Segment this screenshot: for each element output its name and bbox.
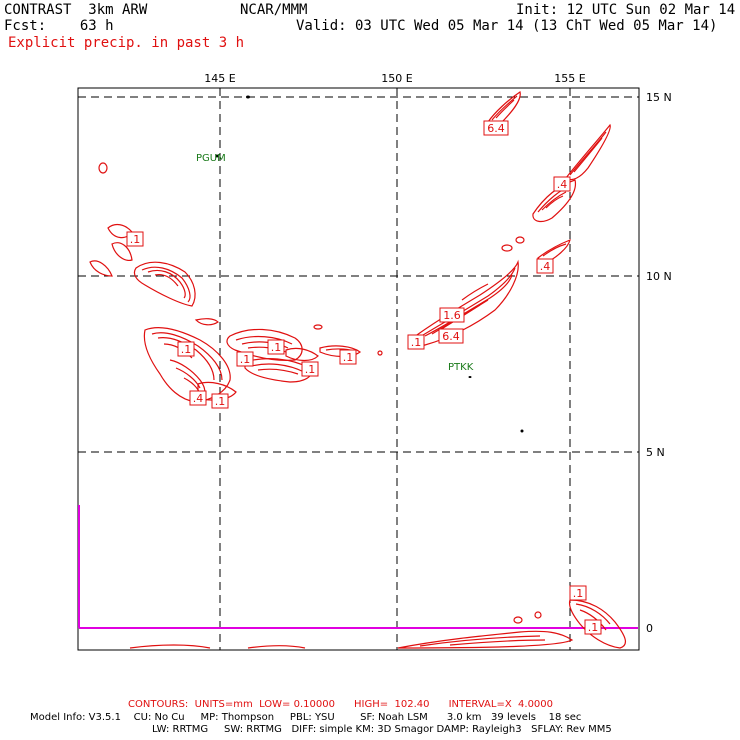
- contour-label-13: 6.4: [438, 328, 464, 344]
- contour-label-10: .4: [553, 176, 571, 192]
- contour-label-7: .4: [189, 390, 207, 406]
- lon-label-145: 145 E: [204, 72, 235, 85]
- svg-text:.1: .1: [240, 353, 251, 366]
- svg-text:.1: .1: [343, 351, 354, 364]
- contour-label-16: .1: [584, 619, 602, 635]
- contour-label-15: .1: [569, 585, 587, 601]
- svg-text:.1: .1: [588, 621, 599, 634]
- organization: NCAR/MMM: [240, 2, 308, 18]
- svg-text:.1: .1: [130, 233, 141, 246]
- svg-text:.4: .4: [540, 260, 551, 273]
- forecast-hour: Fcst: 63 h: [4, 18, 114, 34]
- contour-labels: .1 .1 .1 .1 .1 .1 .4 .1 6.4 .4 .4 1.6 6.…: [126, 120, 602, 635]
- lat-label-5: 5 N: [646, 446, 665, 459]
- model-title: CONTRAST 3km ARW: [4, 2, 148, 18]
- svg-text:6.4: 6.4: [487, 122, 505, 135]
- model-info: Model Info: V3.5.1 CU: No Cu MP: Thompso…: [30, 712, 582, 723]
- physics-info: LW: RRTMG SW: RRTMG DIFF: simple KM: 3D …: [152, 724, 612, 735]
- field-title: Explicit precip. in past 3 h: [8, 35, 245, 51]
- svg-text:.1: .1: [215, 395, 226, 408]
- svg-text:.1: .1: [305, 363, 316, 376]
- island-markers: [215, 95, 524, 433]
- valid-time: Valid: 03 UTC Wed 05 Mar 14 (13 ChT Wed …: [296, 18, 718, 34]
- svg-text:6.4: 6.4: [442, 330, 460, 343]
- contour-label-4: .1: [267, 339, 285, 355]
- contour-label-5: .1: [301, 361, 319, 377]
- domain-boundary: [78, 505, 638, 629]
- contour-label-11: .4: [536, 258, 554, 274]
- contour-label-1: .1: [126, 231, 144, 247]
- precip-contours: [89, 91, 627, 649]
- map-frame: [77, 87, 640, 651]
- station-pgum: PGUM: [196, 153, 226, 164]
- svg-text:.4: .4: [193, 392, 204, 405]
- svg-text:.1: .1: [181, 343, 192, 356]
- svg-text:.1: .1: [271, 341, 282, 354]
- contour-label-9: 6.4: [483, 120, 509, 136]
- lon-label-150: 150 E: [381, 72, 412, 85]
- contour-label-6: .1: [339, 349, 357, 365]
- svg-text:.1: .1: [573, 587, 584, 600]
- contour-label-12: 1.6: [439, 307, 465, 323]
- station-ptkk: PTKK: [448, 362, 474, 373]
- lat-label-10: 10 N: [646, 270, 672, 283]
- contour-label-14: .1: [407, 334, 425, 350]
- lon-label-155: 155 E: [554, 72, 585, 85]
- lat-label-0: 0: [646, 622, 653, 635]
- contour-info: CONTOURS: UNITS=mm LOW= 0.10000 HIGH= 10…: [128, 699, 554, 710]
- lat-label-15: 15 N: [646, 91, 672, 104]
- init-time: Init: 12 UTC Sun 02 Mar 14: [516, 2, 736, 18]
- svg-text:.1: .1: [411, 336, 422, 349]
- svg-text:1.6: 1.6: [443, 309, 461, 322]
- graticule: [78, 88, 639, 650]
- contour-label-3: .1: [236, 351, 254, 367]
- svg-text:.4: .4: [557, 178, 568, 191]
- contour-label-2: .1: [177, 341, 195, 357]
- contour-label-8: .1: [211, 393, 229, 409]
